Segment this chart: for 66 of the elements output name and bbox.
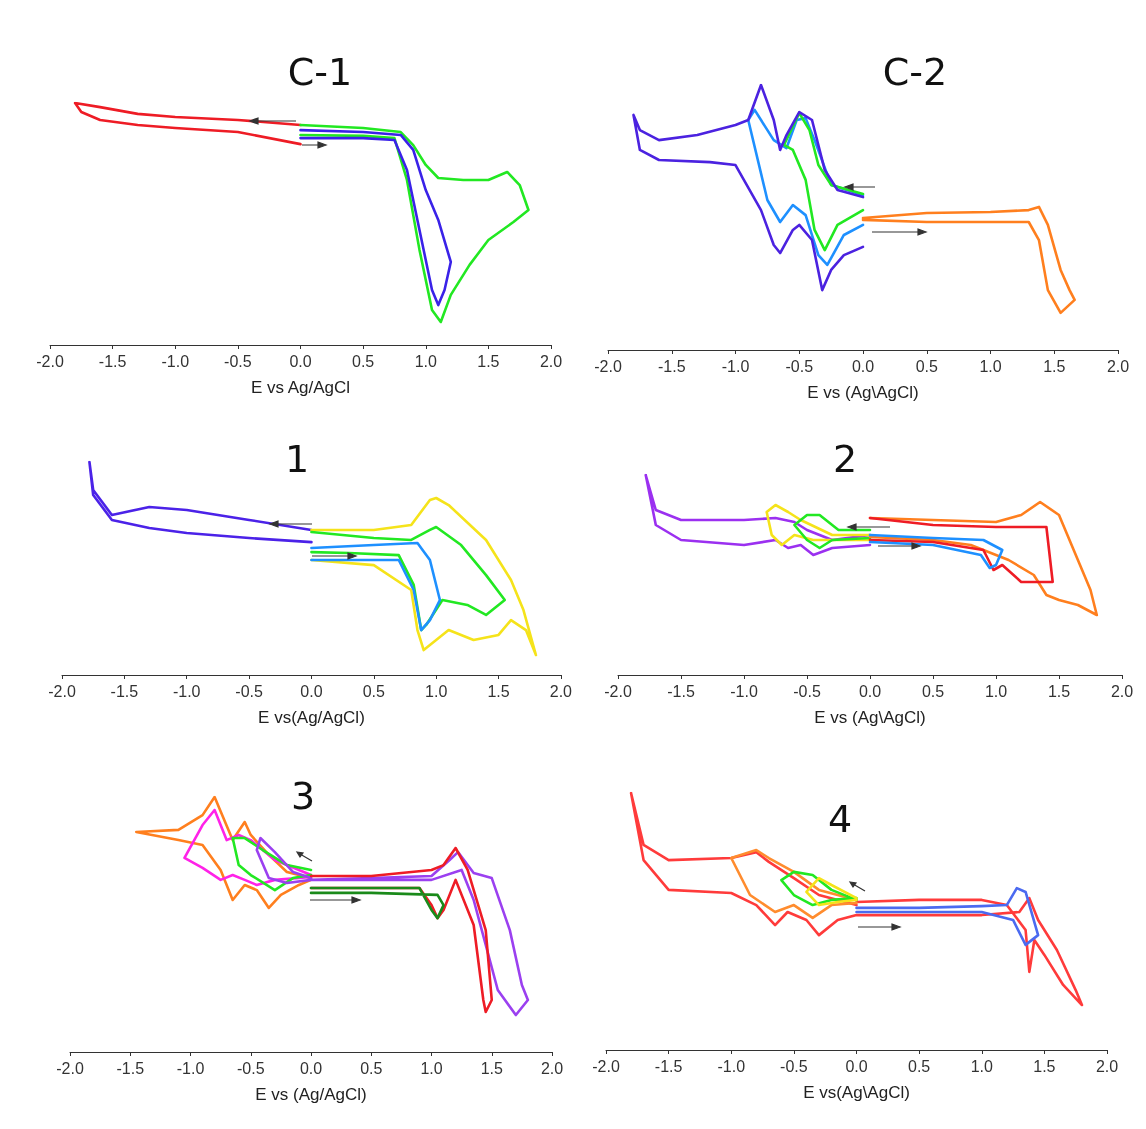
- chart-title: 4: [827, 797, 853, 841]
- x-tick-label: -1.5: [110, 682, 139, 700]
- x-tick-label: -1.5: [654, 1057, 683, 1075]
- x-tick-label: 1.5: [1033, 1057, 1056, 1075]
- x-tick-label: 1.0: [420, 1059, 443, 1077]
- x-tick-label: 1.5: [1043, 357, 1066, 375]
- x-tick-label: 0.0: [845, 1057, 868, 1075]
- chart-title: 2: [832, 437, 858, 481]
- x-tick-label: 2.0: [1110, 682, 1134, 700]
- chart-title: C-1: [287, 50, 353, 94]
- x-tick-label: -2.0: [604, 682, 632, 700]
- x-tick-label: -2.0: [48, 682, 76, 700]
- x-axis-title: E vs (Ag/AgCl): [255, 1085, 367, 1104]
- x-tick-label: 1.0: [979, 357, 1002, 375]
- x-tick-label: -0.5: [224, 352, 252, 370]
- x-tick-label: 0.0: [851, 357, 875, 375]
- x-tick-label: 0.0: [289, 352, 312, 370]
- x-tick-label: 1.5: [480, 1059, 503, 1077]
- x-tick-label: 0.5: [921, 682, 945, 700]
- x-tick-label: -0.5: [793, 682, 821, 700]
- x-axis-title: E vs(Ag/AgCl): [258, 708, 365, 727]
- x-tick-label: 1.5: [1047, 682, 1071, 700]
- x-tick-label: -2.0: [594, 357, 622, 375]
- x-axis-title: E vs(Ag\AgCl): [803, 1083, 910, 1102]
- x-tick-label: 2.0: [549, 682, 573, 700]
- x-tick-label: 2.0: [540, 1059, 564, 1077]
- x-tick-label: 0.5: [352, 352, 375, 370]
- x-tick-label: -1.0: [176, 1059, 205, 1077]
- x-tick-label: -0.5: [235, 682, 263, 700]
- x-axis-title: E vs (Ag\AgCl): [814, 708, 926, 727]
- x-axis-title: E vs Ag/AgCl: [250, 378, 351, 397]
- x-tick-label: -1.0: [730, 682, 758, 700]
- x-tick-label: -1.5: [116, 1059, 145, 1077]
- x-tick-label: 0.5: [362, 682, 386, 700]
- x-tick-label: -1.5: [98, 352, 127, 370]
- x-tick-label: 0.5: [360, 1059, 383, 1077]
- x-tick-label: -1.5: [667, 682, 695, 700]
- x-tick-label: -1.0: [172, 682, 201, 700]
- x-tick-label: -0.5: [236, 1059, 265, 1077]
- x-tick-label: 1.0: [425, 682, 448, 700]
- x-tick-label: -0.5: [785, 357, 814, 375]
- chart-title: 3: [290, 774, 316, 818]
- x-tick-label: 0.5: [915, 357, 938, 375]
- x-tick-label: -1.0: [717, 1057, 746, 1075]
- x-tick-label: 0.5: [908, 1057, 931, 1075]
- x-tick-label: -2.0: [56, 1059, 84, 1077]
- x-tick-label: 1.0: [970, 1057, 993, 1075]
- chart-title: C-2: [882, 50, 948, 94]
- x-tick-label: -2.0: [592, 1057, 620, 1075]
- x-tick-label: -0.5: [780, 1057, 808, 1075]
- x-tick-label: 0.0: [300, 682, 323, 700]
- x-tick-label: -1.0: [161, 352, 190, 370]
- x-tick-label: 1.0: [414, 352, 437, 370]
- x-tick-label: -2.0: [36, 352, 64, 370]
- x-tick-label: 2.0: [1095, 1057, 1119, 1075]
- x-tick-label: 0.0: [299, 1059, 323, 1077]
- chart-title: 1: [284, 437, 310, 481]
- x-tick-label: 1.5: [487, 682, 510, 700]
- x-tick-label: 1.0: [984, 682, 1008, 700]
- x-tick-label: 2.0: [539, 352, 563, 370]
- x-axis-title: E vs (Ag\AgCl): [807, 383, 919, 402]
- x-tick-label: 0.0: [858, 682, 882, 700]
- x-tick-label: 1.5: [477, 352, 500, 370]
- x-tick-label: 2.0: [1106, 357, 1130, 375]
- x-tick-label: -1.5: [657, 357, 686, 375]
- x-tick-label: -1.0: [721, 357, 750, 375]
